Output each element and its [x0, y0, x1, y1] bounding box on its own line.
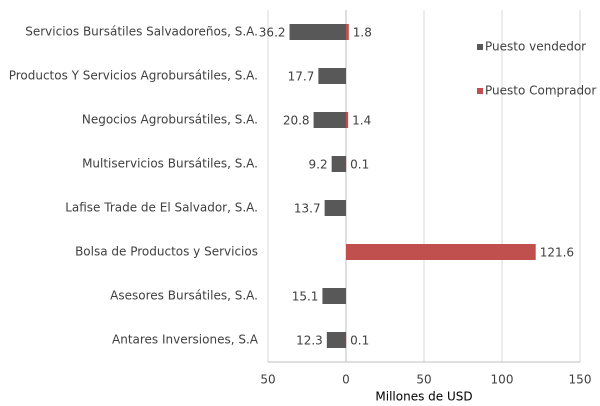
- y-tick-label: Negocios Agrobursátiles, S.A.: [82, 113, 258, 127]
- x-tick-label: 0: [342, 373, 350, 387]
- bar: [322, 288, 346, 304]
- bar: [346, 244, 536, 260]
- data-label: 9.2: [309, 158, 328, 172]
- y-tick-label: Bolsa de Productos y Servicios: [75, 245, 258, 259]
- bar: [346, 24, 349, 40]
- y-tick-label: Antares Inversiones, S.A: [112, 333, 259, 347]
- bar: [289, 24, 346, 40]
- bar: [324, 200, 346, 216]
- x-tick-label: 100: [491, 373, 514, 387]
- x-tick-label: 50: [260, 373, 275, 387]
- legend-swatch: [477, 44, 483, 50]
- bar: [313, 112, 346, 128]
- data-label: 12.3: [296, 334, 323, 348]
- legend-label: Puesto Comprador: [485, 84, 596, 98]
- bar: [331, 156, 346, 172]
- data-label: 0.1: [350, 334, 369, 348]
- y-tick-label: Productos Y Servicios Agrobursátiles, S.…: [9, 69, 258, 83]
- y-tick-label: Multiservicios Bursátiles, S.A.: [82, 157, 258, 171]
- data-label: 36.2: [259, 26, 286, 40]
- data-label: 13.7: [294, 202, 321, 216]
- data-label: 20.8: [283, 114, 310, 128]
- x-tick-label: 50: [416, 373, 431, 387]
- bar: [346, 112, 349, 128]
- data-label: 1.8: [353, 26, 372, 40]
- x-axis-title: Millones de USD: [375, 390, 472, 404]
- data-label: 15.1: [292, 290, 319, 304]
- bar: [318, 68, 346, 84]
- y-tick-label: Lafise Trade de El Salvador, S.A.: [65, 201, 258, 215]
- data-label: 121.6: [540, 246, 574, 260]
- y-tick-label: Servicios Bursátiles Salvadoreños, S.A.: [25, 25, 258, 39]
- legend-label: Puesto vendedor: [485, 40, 586, 54]
- legend-swatch: [477, 88, 483, 94]
- data-label: 1.4: [352, 114, 371, 128]
- x-tick-label: 150: [569, 373, 592, 387]
- bar: [326, 332, 346, 348]
- data-label: 17.7: [288, 70, 315, 84]
- y-tick-label: Asesores Bursátiles, S.A.: [110, 289, 258, 303]
- data-label: 0.1: [350, 158, 369, 172]
